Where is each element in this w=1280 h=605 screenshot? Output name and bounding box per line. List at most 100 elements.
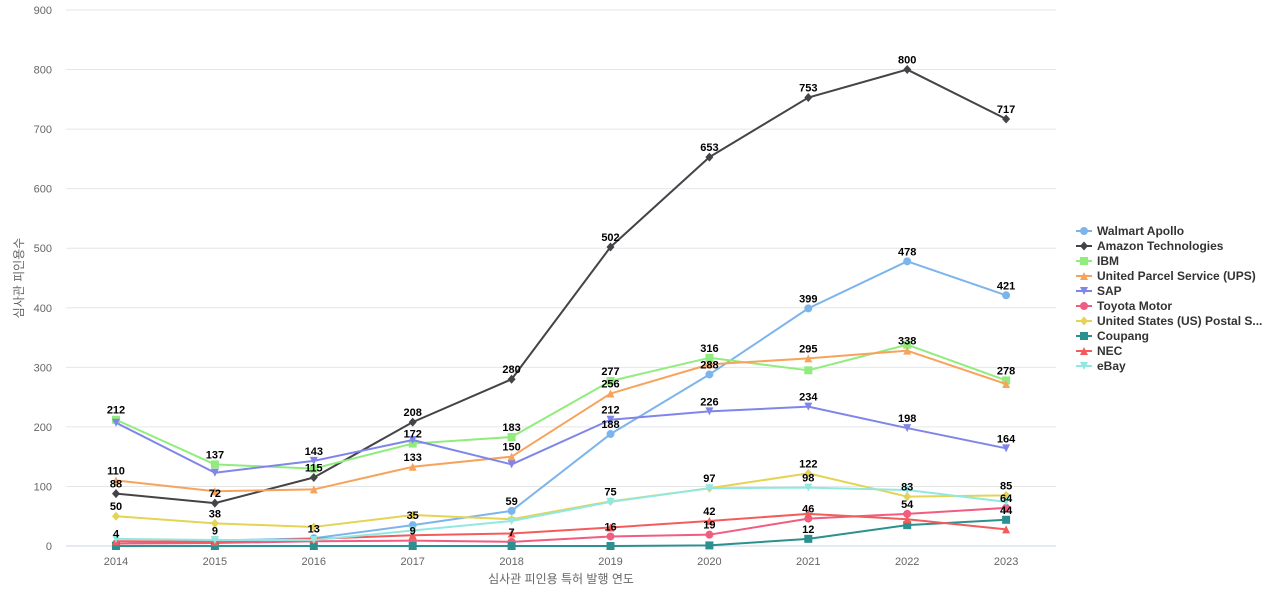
y-tick-label: 0 — [46, 541, 52, 553]
data-point — [903, 509, 912, 518]
axes: 0 100 200 300 400 500 600 700 800 900 2014 2015 2016… — [12, 5, 1018, 586]
legend-item[interactable]: Coupang — [1076, 329, 1149, 343]
data-label: 478 — [898, 246, 916, 258]
data-point — [903, 424, 912, 433]
legend-label: Amazon Technologies — [1097, 239, 1224, 253]
data-point — [507, 452, 516, 461]
data-point — [1002, 497, 1011, 506]
data-label: 42 — [703, 506, 715, 518]
series-4 — [112, 402, 1011, 477]
data-label: 212 — [107, 405, 125, 417]
data-point — [408, 510, 417, 520]
x-tick-label: 2014 — [104, 556, 128, 568]
legend-marker — [1080, 241, 1088, 251]
x-tick-label: 2016 — [302, 556, 326, 568]
data-point — [112, 418, 120, 427]
data-point — [903, 492, 912, 502]
data-label: 115 — [305, 463, 323, 475]
data-label: 38 — [209, 508, 221, 520]
data-label: 208 — [404, 407, 422, 419]
data-point — [112, 476, 120, 485]
data-point — [804, 534, 813, 543]
data-point — [309, 456, 318, 465]
legend-item[interactable]: Walmart Apollo — [1076, 224, 1184, 238]
data-label: 295 — [799, 343, 817, 355]
series-line — [115, 486, 1008, 542]
y-tick-label: 500 — [34, 243, 52, 255]
series-0 — [112, 257, 1011, 548]
x-tick-label: 2021 — [796, 556, 820, 568]
x-tick-label: 2023 — [994, 556, 1018, 568]
legend-marker — [1080, 347, 1088, 355]
legend-item[interactable]: IBM — [1076, 254, 1119, 268]
y-axis-title: 심사관 피인용수 — [12, 238, 26, 319]
data-point — [606, 430, 615, 439]
series-6 — [112, 468, 1011, 532]
data-point — [705, 484, 714, 493]
data-point — [705, 407, 714, 416]
data-label: 44 — [1000, 505, 1013, 517]
data-point — [1002, 114, 1011, 124]
legend-label: Toyota Motor — [1097, 299, 1172, 313]
data-label: 88 — [110, 479, 122, 491]
data-point — [507, 529, 516, 538]
data-point — [903, 346, 912, 355]
data-point — [804, 468, 813, 478]
x-tick-label: 2019 — [598, 556, 622, 568]
data-point — [804, 304, 813, 313]
series-line — [115, 506, 1008, 545]
data-label: 198 — [898, 413, 916, 425]
data-label: 278 — [997, 365, 1015, 377]
legend-item[interactable]: eBay — [1076, 359, 1126, 373]
data-point — [408, 526, 417, 535]
data-label: 83 — [901, 482, 913, 494]
data-point — [507, 506, 516, 515]
data-point — [210, 542, 219, 550]
legend-label: NEC — [1097, 344, 1123, 358]
data-label: 85 — [1000, 480, 1012, 492]
series-group — [112, 65, 1011, 550]
data-point — [507, 516, 516, 525]
data-point — [903, 65, 912, 75]
data-point — [606, 389, 615, 398]
legend-item[interactable]: SAP — [1076, 284, 1122, 298]
data-point — [309, 536, 318, 545]
data-point — [309, 473, 318, 483]
x-tick-label: 2022 — [895, 556, 919, 568]
data-label: 16 — [604, 521, 616, 533]
data-label: 188 — [601, 419, 619, 431]
data-label: 110 — [107, 465, 125, 477]
legend-item[interactable]: United States (US) Postal S... — [1076, 314, 1262, 328]
data-point — [309, 485, 318, 494]
data-label: 280 — [502, 364, 520, 376]
data-label: 277 — [601, 366, 619, 378]
data-label: 717 — [997, 104, 1015, 116]
data-point — [1002, 490, 1011, 500]
data-point — [1002, 525, 1011, 534]
data-label: 122 — [799, 458, 817, 470]
data-point — [1002, 291, 1011, 300]
data-point — [1002, 380, 1011, 389]
legend-label: eBay — [1097, 359, 1126, 373]
data-label: 13 — [308, 523, 320, 535]
legend-item[interactable]: United Parcel Service (UPS) — [1076, 269, 1256, 283]
data-label: 753 — [799, 83, 817, 95]
data-point — [112, 542, 120, 550]
legend-item[interactable]: Amazon Technologies — [1076, 239, 1224, 253]
legend-label: IBM — [1097, 254, 1119, 268]
x-tick-label: 2015 — [203, 556, 227, 568]
legend-item[interactable]: NEC — [1076, 344, 1123, 358]
data-point — [606, 523, 615, 532]
data-label: 97 — [703, 473, 715, 485]
legend-item[interactable]: Toyota Motor — [1076, 299, 1172, 313]
data-point — [1002, 444, 1011, 453]
data-label: 46 — [802, 504, 814, 516]
data-label: 72 — [209, 488, 221, 500]
data-point — [112, 489, 120, 499]
data-label: 172 — [404, 429, 422, 441]
data-label: 9 — [212, 526, 218, 538]
legend-marker — [1080, 302, 1088, 310]
data-point — [705, 370, 714, 379]
data-point — [210, 498, 219, 508]
